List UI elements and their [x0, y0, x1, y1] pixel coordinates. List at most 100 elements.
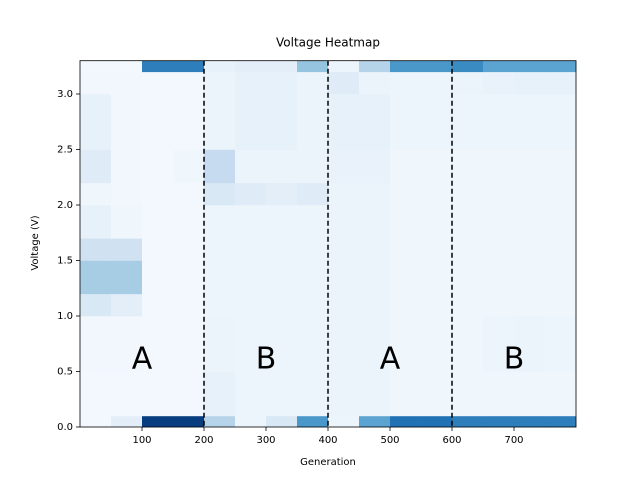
heat-cell — [483, 316, 515, 372]
heat-cell — [452, 60, 484, 73]
heat-cell — [297, 316, 329, 372]
heat-cell — [80, 149, 112, 184]
heat-cell — [359, 71, 391, 95]
heat-cell — [359, 205, 391, 239]
heat-cell — [111, 149, 143, 184]
heat-cell — [452, 415, 484, 428]
heat-cell — [452, 182, 484, 206]
heat-cell — [204, 71, 236, 95]
heat-cell — [235, 71, 267, 95]
heat-cell — [452, 238, 484, 261]
heat-cell — [483, 371, 515, 417]
heat-cell — [142, 149, 174, 184]
heat-cell — [390, 94, 422, 150]
heat-cell — [297, 371, 329, 417]
heat-cell — [204, 60, 236, 73]
heat-cell — [545, 60, 577, 73]
heat-cell — [235, 94, 267, 150]
heat-cell — [545, 205, 577, 239]
heat-cell — [173, 316, 205, 372]
heat-cell — [359, 238, 391, 261]
heat-cell — [452, 371, 484, 417]
y-tick-label: 0.0 — [57, 422, 73, 433]
heat-cell — [328, 238, 360, 261]
heat-cell — [142, 316, 174, 372]
heat-cell — [359, 293, 391, 317]
heat-cell — [80, 94, 112, 150]
heat-cell — [359, 60, 391, 73]
heat-cell — [328, 182, 360, 206]
heat-cell — [421, 71, 453, 95]
heat-cell — [173, 71, 205, 95]
x-tick-label: 700 — [504, 435, 523, 446]
heat-cell — [452, 71, 484, 95]
heat-cell — [111, 260, 143, 295]
heat-cell — [545, 293, 577, 317]
heat-cell — [80, 60, 112, 73]
heat-cell — [266, 415, 298, 428]
y-tick-label: 0.5 — [57, 367, 73, 378]
x-tick-label: 100 — [132, 435, 151, 446]
x-tick-label: 500 — [380, 435, 399, 446]
heat-cell — [111, 293, 143, 317]
heat-cell — [545, 182, 577, 206]
heat-cell — [173, 60, 205, 73]
x-tick-label: 400 — [318, 435, 337, 446]
heat-cell — [235, 238, 267, 261]
heat-cell — [235, 182, 267, 206]
x-tick-label: 600 — [442, 435, 461, 446]
heat-cell — [80, 205, 112, 239]
heat-cell — [545, 94, 577, 150]
chart-title: Voltage Heatmap — [276, 36, 380, 50]
heat-cell — [266, 371, 298, 417]
heat-cell — [390, 371, 422, 417]
heat-cell — [111, 415, 143, 428]
heat-cell — [266, 260, 298, 295]
heat-cell — [173, 94, 205, 150]
heat-cell — [204, 415, 236, 428]
heat-cell — [452, 205, 484, 239]
heat-cell — [173, 238, 205, 261]
heat-cell — [142, 60, 174, 73]
x-tick-label: 300 — [256, 435, 275, 446]
heat-cell — [328, 415, 360, 428]
heat-cell — [514, 415, 546, 428]
heat-cell — [483, 415, 515, 428]
heat-cell — [266, 316, 298, 372]
heat-cell — [111, 94, 143, 150]
heat-cell — [142, 293, 174, 317]
section-label: B — [504, 342, 525, 377]
heat-cell — [390, 293, 422, 317]
y-tick-label: 2.5 — [57, 145, 73, 156]
heat-cell — [390, 71, 422, 95]
heat-cell — [80, 71, 112, 95]
heat-cell — [235, 149, 267, 184]
heat-cell — [421, 238, 453, 261]
heat-cell — [483, 293, 515, 317]
heat-cell — [359, 149, 391, 184]
heat-cell — [204, 94, 236, 150]
heat-cell — [545, 238, 577, 261]
heat-cell — [545, 316, 577, 372]
heat-cell — [514, 149, 546, 184]
heat-cell — [514, 371, 546, 417]
heat-cell — [545, 260, 577, 295]
heat-cell — [235, 205, 267, 239]
heat-cell — [142, 415, 174, 428]
heat-cell — [173, 415, 205, 428]
heat-cell — [483, 94, 515, 150]
heat-cell — [297, 293, 329, 317]
heat-cell — [359, 260, 391, 295]
heat-cell — [452, 293, 484, 317]
heat-cell — [266, 182, 298, 206]
heat-cell — [328, 60, 360, 73]
heat-cell — [328, 371, 360, 417]
heat-cell — [452, 149, 484, 184]
heat-cell — [328, 71, 360, 95]
heat-cell — [111, 60, 143, 73]
section-label: A — [380, 342, 401, 377]
heat-cell — [483, 205, 515, 239]
heat-cell — [452, 94, 484, 150]
heat-cell — [173, 371, 205, 417]
heat-cell — [111, 182, 143, 206]
